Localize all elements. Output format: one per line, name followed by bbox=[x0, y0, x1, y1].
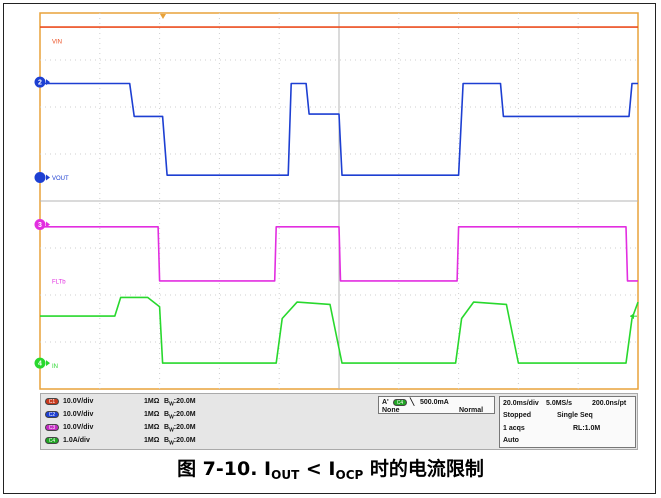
channel-arrow bbox=[46, 174, 50, 181]
caption-sub-out: OUT bbox=[271, 468, 300, 482]
channel-badge: C2 bbox=[45, 411, 59, 418]
trigger-slope-icon: ╲ bbox=[410, 399, 415, 406]
channel-scale: 1.0A/div bbox=[63, 437, 90, 444]
channel-4-marker-label: 4 bbox=[38, 361, 42, 368]
traces bbox=[40, 26, 639, 364]
grid bbox=[40, 13, 638, 389]
channel-badge: C3 bbox=[45, 424, 59, 431]
channel-2-marker bbox=[34, 76, 46, 88]
trigger-mode: A' bbox=[382, 399, 389, 406]
acq-state: Stopped bbox=[503, 412, 531, 419]
channel-bandwidth: BW:20.0M bbox=[164, 398, 196, 408]
caption-suffix: 时的电流限制 bbox=[363, 458, 484, 480]
channel-bandwidth: BW:20.0M bbox=[164, 424, 196, 434]
channel-arrow bbox=[46, 360, 50, 367]
caption-mid: < I bbox=[299, 458, 336, 480]
trace-fltb bbox=[40, 226, 638, 282]
resolution: 200.0ns/pt bbox=[592, 400, 627, 407]
trigger-type: Normal bbox=[459, 407, 484, 414]
channel-3-marker-label: 3 bbox=[38, 222, 42, 229]
channel-label-fltb: FLTb bbox=[52, 279, 66, 285]
trigger-level: 500.0mA bbox=[420, 399, 449, 406]
channel-badge: C1 bbox=[45, 398, 59, 405]
channel-scale: 10.0V/div bbox=[63, 398, 94, 405]
trigger-source-badge: C4 bbox=[393, 399, 407, 406]
trigger-position-marker bbox=[160, 14, 166, 19]
trace-in bbox=[40, 296, 639, 364]
oscilloscope-display: VIN 2 VOUT 3 FLTb 4 IN bbox=[34, 12, 639, 390]
channel-bandwidth: BW:20.0M bbox=[164, 437, 196, 447]
channel-3-marker bbox=[34, 219, 46, 230]
trace-vout bbox=[40, 82, 638, 176]
trigger-panel: A' C4 ╲ 500.0mA None Normal bbox=[378, 396, 495, 414]
channel-bandwidth: BW:20.0M bbox=[164, 411, 196, 421]
status-bar: C1 10.0V/div 1MΩ BW:20.0M C2 10.0V/div 1MΩ BW:2… bbox=[40, 393, 638, 450]
acq-count: 1 acqs bbox=[503, 425, 525, 432]
channel-arrow bbox=[46, 221, 50, 228]
channel-label-in: IN bbox=[52, 364, 58, 370]
channel-2-ground-marker bbox=[34, 172, 46, 183]
channel-2-marker-label: 2 bbox=[38, 80, 42, 87]
acquisition-panel: 20.0ms/div 5.0MS/s 200.0ns/pt Stopped Si… bbox=[499, 396, 636, 448]
channel-label-vin: VIN bbox=[52, 40, 62, 46]
figure-caption: 图 7-10. IOUT < IOCP 时的电流限制 bbox=[0, 457, 661, 487]
acq-mode: Auto bbox=[503, 437, 519, 444]
record-length: RL:1.0M bbox=[573, 425, 601, 432]
acq-seq: Single Seq bbox=[557, 412, 593, 419]
channel-4-marker bbox=[34, 357, 46, 369]
channel-impedance: 1MΩ bbox=[144, 398, 160, 405]
channel-arrow bbox=[46, 79, 50, 86]
channel-badge: C4 bbox=[45, 437, 59, 444]
caption-sub-ocp: OCP bbox=[335, 468, 364, 482]
trigger-coupling: None bbox=[382, 407, 400, 414]
sample-rate: 5.0MS/s bbox=[546, 400, 573, 407]
channel-scale: 10.0V/div bbox=[63, 424, 94, 431]
channel-impedance: 1MΩ bbox=[144, 437, 160, 444]
timebase: 20.0ms/div bbox=[503, 400, 539, 407]
channel-markers: VIN 2 VOUT 3 FLTb 4 IN bbox=[34, 40, 637, 370]
channel-impedance: 1MΩ bbox=[144, 411, 160, 418]
caption-prefix: 图 7-10. I bbox=[177, 458, 272, 480]
channel-scale: 10.0V/div bbox=[63, 411, 94, 418]
channel-label-vout: VOUT bbox=[52, 176, 69, 182]
channel-impedance: 1MΩ bbox=[144, 424, 160, 431]
